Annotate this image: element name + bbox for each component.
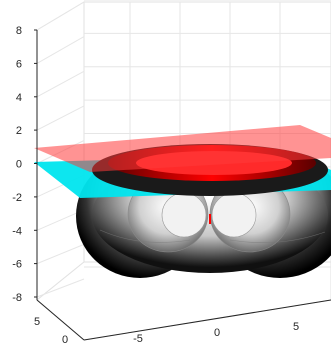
grid-line: [36, 105, 85, 131]
x-tick-label: -5: [133, 333, 143, 345]
plane-red: [34, 125, 331, 172]
z-tick-label: 2: [16, 125, 22, 137]
x-tick-labels: -5 0 5: [133, 321, 299, 345]
z-tick-label: -2: [12, 192, 22, 204]
y-tick-labels: 0 5: [34, 316, 68, 346]
z-tick-label: 4: [16, 92, 22, 104]
z-tick-label: 0: [16, 159, 22, 171]
z-tick-label: -8: [12, 292, 22, 304]
surface-hole-right: [211, 192, 257, 238]
z-tick-label: -6: [12, 259, 22, 271]
x-tick-label: 5: [293, 321, 299, 333]
grid-line: [36, 278, 85, 298]
axis-lines: [36, 30, 331, 341]
center-marker: [209, 214, 211, 224]
y-tick-label: 5: [34, 316, 40, 328]
z-tick-label: 6: [16, 58, 22, 70]
y-axis-line: [36, 299, 85, 341]
grid-line: [36, 243, 85, 265]
z-tick-label: -4: [12, 225, 22, 237]
surface-hole-left: [161, 192, 207, 238]
z-tick-label: 8: [16, 25, 22, 37]
z-tick-labels: 8 6 4 2 0 -2 -4 -6 -8: [12, 25, 37, 304]
x-axis-line: [83, 299, 331, 341]
grid-line: [36, 36, 85, 64]
x-tick-label: 0: [214, 327, 220, 339]
grid-line: [36, 70, 85, 98]
y-tick-label: 0: [62, 334, 68, 346]
grid-line: [36, 1, 85, 31]
